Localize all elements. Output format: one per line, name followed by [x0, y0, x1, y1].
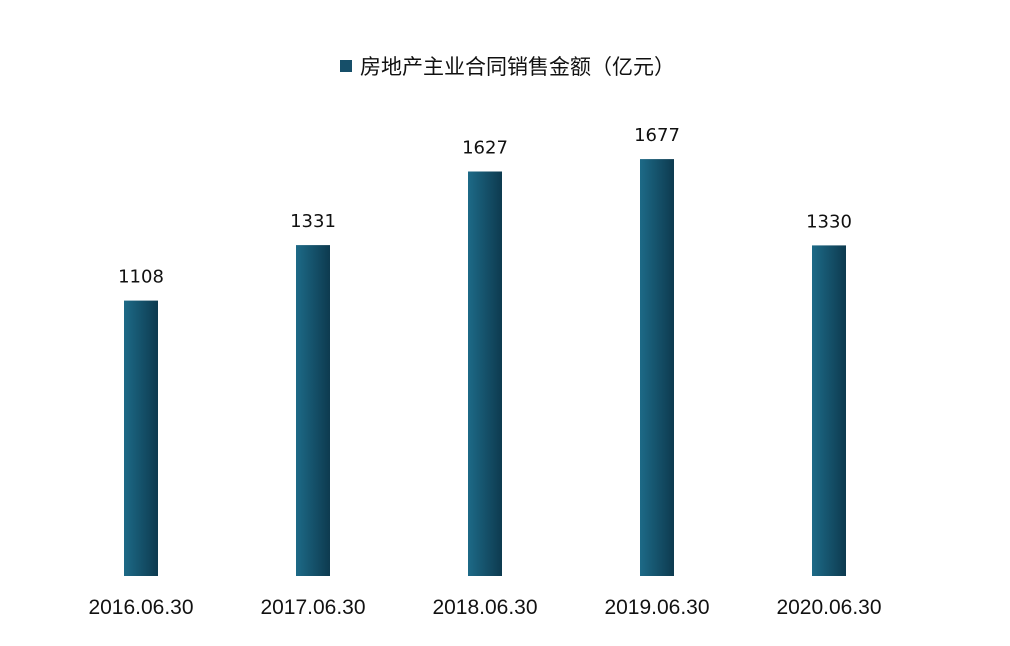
- x-tick-label: 2019.06.30: [604, 596, 709, 619]
- data-label-2017.06.30: 1331: [290, 211, 336, 232]
- bars-group: [124, 159, 846, 576]
- data-labels-group: 1108 1331 1627 1677 1330: [118, 125, 852, 288]
- data-label-2019.06.30: 1677: [634, 125, 680, 146]
- bar-2017.06.30: [296, 245, 330, 576]
- x-tick-label: 2018.06.30: [432, 596, 537, 619]
- x-tick-label: 2020.06.30: [776, 596, 881, 619]
- data-label-2020.06.30: 1330: [806, 211, 852, 232]
- bar-2016.06.30: [124, 300, 158, 576]
- legend-marker: [340, 60, 352, 72]
- legend-label: 房地产主业合同销售金额（亿元）: [360, 55, 675, 79]
- legend: 房地产主业合同销售金额（亿元）: [340, 55, 675, 79]
- x-tick-label: 2016.06.30: [88, 596, 193, 619]
- bar-2020.06.30: [812, 245, 846, 576]
- bar-2019.06.30: [640, 159, 674, 576]
- x-axis-tick-labels: 2016.06.30 2017.06.30 2018.06.30 2019.06.30…: [88, 596, 881, 619]
- data-label-2016.06.30: 1108: [118, 267, 164, 288]
- data-label-2018.06.30: 1627: [462, 138, 508, 159]
- bar-2018.06.30: [468, 171, 502, 576]
- x-tick-label: 2017.06.30: [260, 596, 365, 619]
